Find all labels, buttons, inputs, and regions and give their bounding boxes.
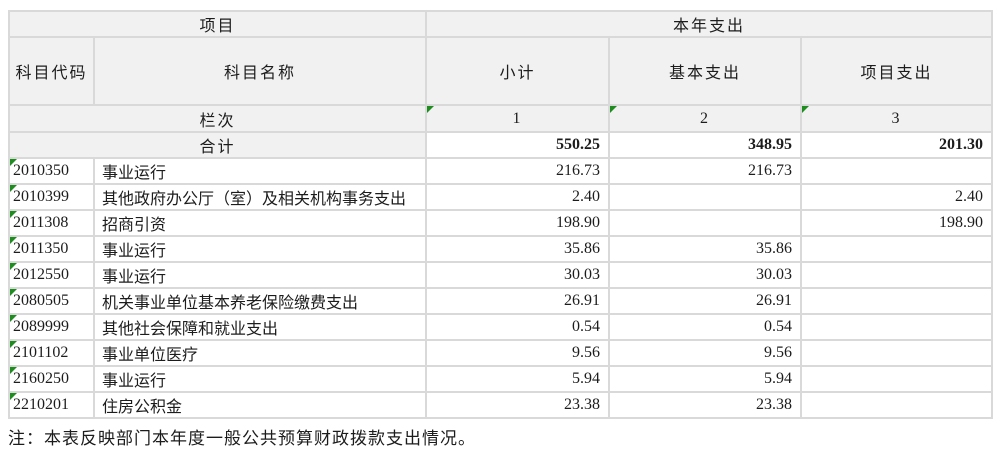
lane-number: 2 [700, 109, 711, 127]
header-year-expenditure-group: 本年支出 [425, 10, 994, 38]
subject-name-cell: 其他政府办公厅（室）及相关机构事务支出 [92, 183, 428, 211]
error-triangle-icon [11, 394, 17, 400]
subject-name-cell: 招商引资 [92, 209, 428, 237]
table-row: 2160250 事业运行 5.94 5.94 [8, 365, 994, 393]
subtotal-cell: 35.86 [425, 235, 611, 263]
error-triangle-icon [11, 342, 17, 348]
project-expenditure-cell: 2.40 [800, 183, 994, 211]
header-group-row: 项目 本年支出 [7, 10, 994, 38]
basic-expenditure-cell: 30.03 [608, 261, 803, 289]
budget-expenditure-table: 项目 本年支出 科目代码 科目名称 小计 基本支出 项目支出 栏次 1 2 3 … [7, 10, 994, 419]
project-expenditure-cell [800, 287, 994, 315]
header-columns-row: 科目代码 科目名称 小计 基本支出 项目支出 [8, 36, 994, 106]
subject-code-cell: 2101102 [8, 339, 95, 367]
lane-col-2: 2 [608, 104, 803, 133]
project-expenditure-cell [800, 339, 994, 367]
basic-expenditure-cell: 35.86 [608, 235, 803, 263]
basic-expenditure-cell: 23.38 [608, 391, 803, 419]
error-triangle-icon [611, 107, 618, 113]
subject-name-cell: 事业运行 [92, 261, 428, 289]
subtotal-cell: 5.94 [425, 365, 611, 393]
lane-col-3: 3 [800, 104, 994, 133]
subject-code-cell: 2080505 [8, 287, 95, 315]
header-subject-name: 科目名称 [92, 36, 428, 106]
project-expenditure-cell [800, 157, 994, 185]
subtotal-cell: 26.91 [425, 287, 611, 315]
subject-code-cell: 2011350 [8, 235, 95, 263]
error-triangle-icon [11, 238, 17, 244]
footnote: 注：本表反映部门本年度一般公共预算财政拨款支出情况。 [8, 429, 476, 448]
table-row: 2010399 其他政府办公厅（室）及相关机构事务支出 2.40 2.40 [8, 183, 994, 211]
total-project: 201.30 [800, 131, 994, 159]
subtotal-cell: 30.03 [425, 261, 611, 289]
header-basic-expenditure: 基本支出 [608, 36, 803, 106]
project-expenditure-cell [800, 365, 994, 393]
subtotal-cell: 23.38 [425, 391, 611, 419]
subject-name-cell: 事业单位医疗 [92, 339, 428, 367]
project-expenditure-cell: 198.90 [800, 209, 994, 237]
subject-code-cell: 2010399 [8, 183, 95, 211]
subject-name-cell: 机关事业单位基本养老保险缴费支出 [92, 287, 428, 315]
subject-code-cell: 2210201 [8, 391, 95, 419]
subject-code-cell: 2012550 [8, 261, 95, 289]
lane-number: 1 [512, 109, 523, 127]
subject-code-cell: 2010350 [8, 157, 95, 185]
subject-name-cell: 其他社会保障和就业支出 [92, 313, 428, 341]
lane-number-row: 栏次 1 2 3 [7, 104, 994, 133]
subtotal-cell: 198.90 [425, 209, 611, 237]
error-triangle-icon [11, 316, 17, 322]
basic-expenditure-cell [608, 183, 803, 211]
error-triangle-icon [11, 290, 17, 296]
basic-expenditure-cell: 9.56 [608, 339, 803, 367]
error-triangle-icon [11, 160, 17, 166]
subtotal-cell: 2.40 [425, 183, 611, 211]
subject-name-cell: 住房公积金 [92, 391, 428, 419]
basic-expenditure-cell [608, 209, 803, 237]
total-subtotal: 550.25 [425, 131, 611, 159]
project-expenditure-cell [800, 261, 994, 289]
error-triangle-icon [11, 186, 17, 192]
error-triangle-icon [803, 107, 810, 113]
error-triangle-icon [11, 212, 17, 218]
header-subject-code: 科目代码 [8, 36, 95, 106]
lane-number: 3 [891, 109, 902, 127]
subject-code-cell: 2160250 [8, 365, 95, 393]
table-row: 2011350 事业运行 35.86 35.86 [8, 235, 994, 263]
basic-expenditure-cell: 26.91 [608, 287, 803, 315]
subject-name-cell: 事业运行 [92, 365, 428, 393]
header-project-group: 项目 [7, 10, 428, 38]
project-expenditure-cell [800, 391, 994, 419]
table-row: 2010350 事业运行 216.73 216.73 [8, 157, 994, 185]
error-triangle-icon [11, 264, 17, 270]
error-triangle-icon [428, 107, 435, 113]
table-row: 2089999 其他社会保障和就业支出 0.54 0.54 [8, 313, 994, 341]
subtotal-cell: 216.73 [425, 157, 611, 185]
total-label: 合计 [7, 131, 428, 159]
header-subtotal: 小计 [425, 36, 611, 106]
subject-name-cell: 事业运行 [92, 235, 428, 263]
subtotal-cell: 9.56 [425, 339, 611, 367]
basic-expenditure-cell: 216.73 [608, 157, 803, 185]
table-row: 2011308 招商引资 198.90 198.90 [8, 209, 994, 237]
table-row: 2080505 机关事业单位基本养老保险缴费支出 26.91 26.91 [8, 287, 994, 315]
table-row: 2210201 住房公积金 23.38 23.38 [8, 391, 994, 419]
lane-label: 栏次 [7, 104, 428, 133]
subject-code-cell: 2089999 [8, 313, 95, 341]
lane-col-1: 1 [425, 104, 611, 133]
error-triangle-icon [11, 368, 17, 374]
table-row: 2101102 事业单位医疗 9.56 9.56 [8, 339, 994, 367]
project-expenditure-cell [800, 313, 994, 341]
header-project-expenditure: 项目支出 [800, 36, 994, 106]
table-row: 2012550 事业运行 30.03 30.03 [8, 261, 994, 289]
total-row: 合计 550.25 348.95 201.30 [7, 131, 994, 159]
basic-expenditure-cell: 0.54 [608, 313, 803, 341]
project-expenditure-cell [800, 235, 994, 263]
subject-name-cell: 事业运行 [92, 157, 428, 185]
basic-expenditure-cell: 5.94 [608, 365, 803, 393]
subject-code-cell: 2011308 [8, 209, 95, 237]
subtotal-cell: 0.54 [425, 313, 611, 341]
total-basic: 348.95 [608, 131, 803, 159]
